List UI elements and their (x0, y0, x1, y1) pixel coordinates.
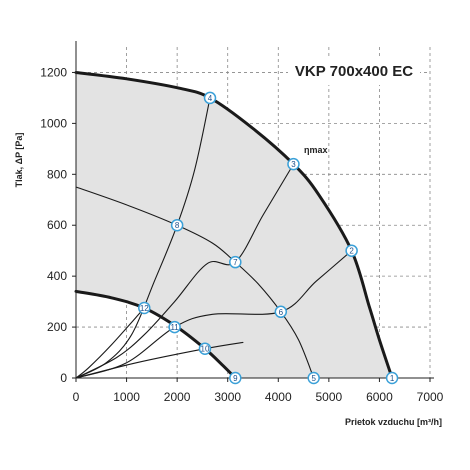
operating-point: 6 (274, 305, 288, 319)
operating-area (76, 72, 393, 378)
y-tick-label: 200 (47, 320, 67, 334)
y-tick-label: 0 (60, 371, 67, 385)
operating-point: 4 (203, 91, 217, 105)
system-curve-line (75, 163, 295, 379)
x-tick-label: 3000 (214, 390, 241, 404)
y-axis-title: Tlak, ΔP [Pa] (14, 133, 24, 188)
tick-labels: 0 1000 2000 3000 4000 5000 6000 7000 0 200 400 600 8… (40, 65, 443, 404)
operating-point-marker (229, 371, 242, 385)
chart-title: VKP 700x400 EC (295, 63, 413, 80)
operating-point-marker (168, 320, 181, 334)
operating-point-label: 5 (311, 374, 316, 383)
x-tick-label: 4000 (265, 390, 292, 404)
x-tick-label: 6000 (366, 390, 393, 404)
system-curve-line (75, 341, 244, 379)
system-curve-line (75, 250, 353, 379)
operating-point-marker (385, 371, 399, 385)
x-tick-label: 5000 (316, 390, 343, 404)
operating-point-label: 10 (201, 345, 210, 354)
operating-point: 2 (345, 244, 358, 257)
operating-point-marker (203, 91, 217, 105)
operating-point-marker (274, 305, 288, 319)
title-box (288, 57, 420, 85)
operating-point: 7 (229, 255, 242, 269)
y-tick-label: 800 (47, 167, 67, 181)
operating-point: 11 (168, 320, 181, 334)
y-tick-label: 1000 (40, 116, 67, 130)
operating-point-marker (138, 301, 151, 315)
operating-point: 9 (229, 371, 242, 385)
x-tick-label: 7000 (417, 390, 444, 404)
x-tick-label: 1000 (113, 390, 140, 404)
axes (75, 41, 434, 379)
x-tick-label: 0 (73, 390, 80, 404)
operating-point-label: 7 (233, 258, 238, 267)
operating-point-marker (229, 255, 242, 269)
y-tick-label: 1200 (40, 65, 67, 79)
operating-point-marker (287, 157, 300, 171)
operating-point: 5 (307, 371, 320, 385)
x-axis-title: Prietok vzduchu [m³/h] (345, 417, 442, 427)
operating-point-marker (345, 244, 358, 257)
operating-point-label: 9 (233, 374, 238, 383)
operating-point-label: 6 (279, 308, 284, 317)
operating-point-label: 2 (349, 247, 354, 256)
x-tick-label: 2000 (164, 390, 191, 404)
y-tick-label: 600 (47, 218, 67, 232)
operating-point-marker (307, 371, 320, 385)
y-tick-label: 400 (47, 269, 67, 283)
system-curve-line (75, 307, 145, 379)
eta-max-label: ηmax (304, 145, 328, 155)
operating-point-label: 11 (170, 323, 179, 332)
operating-point-label: 12 (140, 304, 149, 313)
operating-point: 10 (198, 342, 212, 355)
operating-point-marker (198, 342, 212, 355)
operating-point-marker (170, 218, 184, 232)
operating-point-label: 8 (175, 221, 180, 230)
operating-point: 8 (170, 218, 184, 232)
operating-point: 12 (138, 301, 151, 315)
operating-point-label: 4 (208, 94, 213, 103)
operating-point: 3 (287, 157, 300, 171)
operating-point-label: 3 (291, 160, 296, 169)
operating-point-label: 1 (390, 374, 395, 383)
operating-point: 1 (385, 371, 399, 385)
